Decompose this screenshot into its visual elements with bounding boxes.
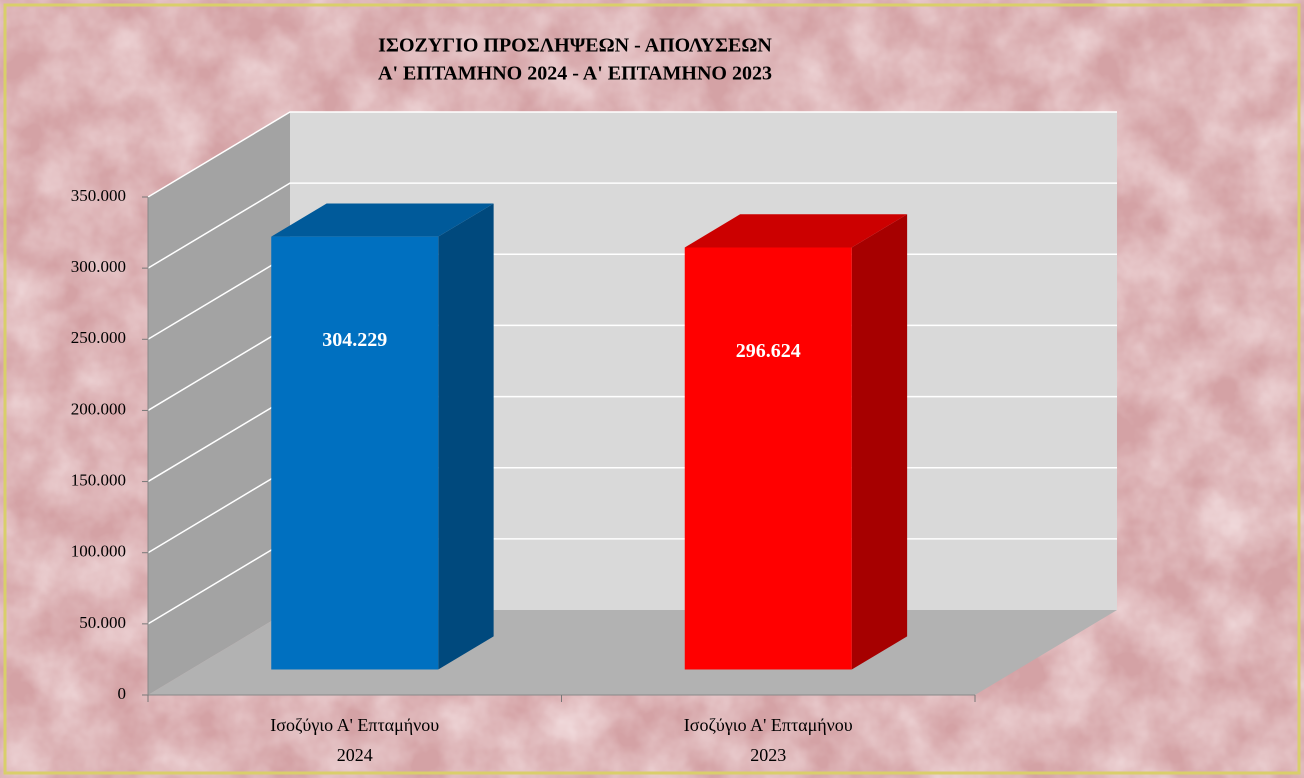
y-tick-label: 250.000	[71, 328, 126, 347]
y-tick-label: 100.000	[71, 542, 126, 561]
bar-top	[684, 214, 908, 248]
y-tick-label: 0	[118, 684, 127, 703]
y-tick-label: 200.000	[71, 399, 126, 418]
x-tick-label: 2024	[337, 745, 373, 765]
value-label: 296.624	[736, 340, 801, 362]
x-tick-label: Ισοζύγιο Α' Επταμήνου	[270, 715, 439, 735]
grid-line	[147, 111, 1117, 198]
grid-line	[147, 182, 1117, 269]
bar-top	[271, 203, 494, 237]
bar-side	[851, 214, 908, 670]
frame	[3, 3, 1301, 775]
x-tick-label: Ισοζύγιο Α' Επταμήνου	[684, 715, 853, 735]
y-tick-label: 300.000	[71, 257, 126, 276]
value-label: 304.229	[322, 329, 387, 351]
y-tick-label: 150.000	[71, 470, 126, 489]
y-tick-label: 350.000	[71, 186, 126, 205]
bar	[684, 247, 852, 670]
chart-title: Α' ΕΠΤΑΜΗΝΟ 2024 - Α' ΕΠΤΑΜΗΝΟ 2023	[378, 63, 772, 85]
bar-side	[438, 203, 494, 670]
x-tick-label: 2023	[750, 745, 786, 765]
bar	[271, 236, 439, 670]
y-tick-label: 50.000	[79, 613, 126, 632]
chart-title: ΙΣΟΖΥΓΙΟ ΠΡΟΣΛΗΨΕΩΝ - ΑΠΟΛΥΣΕΩΝ	[378, 35, 772, 57]
side-wall	[148, 112, 290, 695]
